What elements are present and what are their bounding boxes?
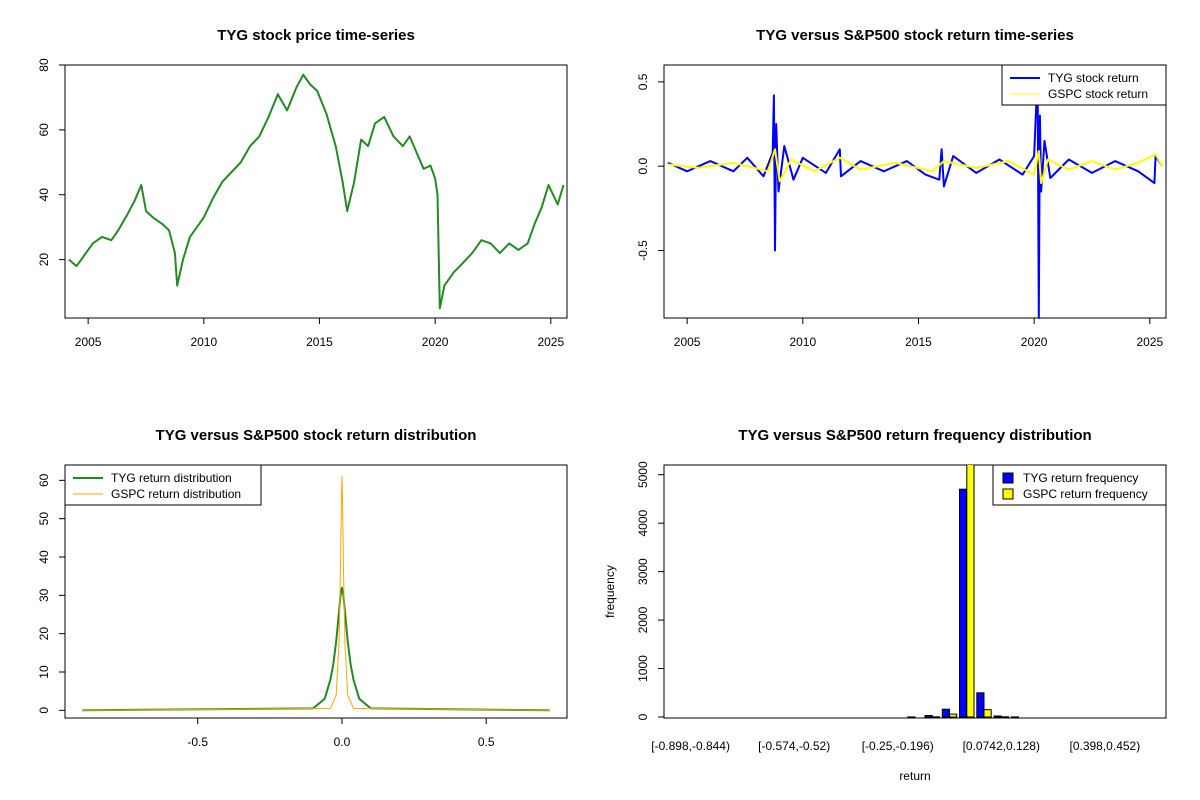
returns-plot-frame	[663, 64, 1167, 319]
density-x-tick-label: -0.5	[187, 735, 208, 749]
price-y-tick-label: 80	[37, 58, 51, 72]
returns-x-tick-label: 2025	[1136, 335, 1163, 349]
tyg-density-line	[82, 586, 550, 712]
price-plot-frame	[64, 64, 568, 319]
tyg-frequency-bar	[976, 692, 985, 718]
density-y-tick-label: 30	[37, 588, 51, 602]
density-x-tick-label: 0.0	[334, 735, 351, 749]
frequency-y-tick-label: 0	[636, 713, 650, 720]
gspc-density-line	[82, 476, 550, 711]
returns-y-tick-label: -0.5	[636, 240, 650, 261]
returns-legend-label: TYG stock return	[1048, 71, 1139, 85]
density-y-tick-label: 20	[37, 627, 51, 641]
price-x-tick-label: 2025	[537, 335, 564, 349]
frequency-x-category-label: [0.0742,0.128)	[963, 739, 1040, 753]
density-plot-frame	[64, 464, 568, 719]
frequency-x-category-label: [0.398,0.452)	[1069, 739, 1140, 753]
frequency-y-axis-title: frequency	[603, 565, 617, 618]
tyg-frequency-bar	[959, 488, 968, 718]
frequency-plot-frame	[663, 464, 1167, 719]
gspc-return-line	[667, 148, 1164, 185]
returns-chart: TYG versus S&P500 stock return time-seri…	[636, 27, 1167, 349]
density-y-tick-label: 50	[37, 512, 51, 526]
frequency-chart-title: TYG versus S&P500 return frequency distr…	[738, 427, 1091, 444]
density-legend-label: GSPC return distribution	[111, 487, 241, 501]
frequency-y-tick-label: 4000	[636, 509, 650, 536]
frequency-y-tick-label: 1000	[636, 655, 650, 682]
frequency-legend-label: TYG return frequency	[1023, 471, 1138, 485]
density-y-tick-label: 10	[37, 665, 51, 679]
price-chart-title: TYG stock price time-series	[217, 27, 415, 44]
returns-x-tick-label: 2015	[905, 335, 932, 349]
density-legend-box	[64, 464, 262, 506]
frequency-x-axis-title: return	[899, 769, 930, 783]
price-chart: TYG stock price time-series 2005 2010 2015 2…	[37, 27, 568, 349]
tyg-price-line	[68, 73, 565, 310]
density-x-tick-label: 0.5	[478, 735, 495, 749]
density-y-tick-label: 0	[37, 707, 51, 714]
frequency-y-tick-label: 3000	[636, 558, 650, 585]
price-y-tick-label: 60	[37, 123, 51, 137]
density-y-tick-label: 40	[37, 550, 51, 564]
price-y-tick-label: 20	[37, 253, 51, 267]
returns-y-tick-label: 0.0	[636, 158, 650, 175]
density-y-tick-label: 60	[37, 473, 51, 487]
tyg-frequency-bar	[993, 715, 1002, 718]
density-chart-title: TYG versus S&P500 stock return distribut…	[156, 427, 477, 444]
returns-x-tick-label: 2005	[674, 335, 701, 349]
price-x-tick-label: 2020	[422, 335, 449, 349]
returns-x-tick-label: 2010	[789, 335, 816, 349]
price-x-tick-label: 2010	[190, 335, 217, 349]
frequency-legend-swatch	[1002, 488, 1014, 500]
frequency-x-category-label: [-0.898,-0.844)	[651, 739, 730, 753]
returns-y-tick-label: 0.5	[636, 73, 650, 90]
tyg-return-line	[667, 72, 1164, 319]
returns-chart-title: TYG versus S&P500 stock return time-seri…	[756, 27, 1074, 44]
frequency-x-category-label: [-0.25,-0.196)	[862, 739, 934, 753]
gspc-frequency-bar	[949, 713, 958, 718]
price-x-tick-label: 2015	[306, 335, 333, 349]
frequency-legend-box	[992, 464, 1167, 506]
tyg-frequency-bar	[924, 715, 933, 718]
frequency-x-category-label: [-0.574,-0.52)	[758, 739, 830, 753]
price-y-tick-label: 40	[37, 188, 51, 202]
frequency-legend-swatch	[1002, 472, 1014, 484]
tyg-frequency-bar	[941, 708, 950, 718]
gspc-frequency-bar	[966, 465, 975, 718]
returns-legend-label: GSPC stock return	[1048, 87, 1148, 101]
price-x-tick-label: 2005	[75, 335, 102, 349]
returns-x-tick-label: 2020	[1021, 335, 1048, 349]
frequency-chart: TYG versus S&P500 return frequency distr…	[603, 427, 1167, 783]
returns-legend-box	[1001, 64, 1167, 106]
frequency-y-tick-label: 5000	[636, 461, 650, 488]
frequency-y-tick-label: 2000	[636, 606, 650, 633]
frequency-bars	[907, 465, 1019, 718]
gspc-frequency-bar	[983, 709, 992, 718]
density-chart: TYG versus S&P500 stock return distribut…	[37, 427, 568, 749]
frequency-legend-label: GSPC return frequency	[1023, 487, 1148, 501]
density-legend-label: TYG return distribution	[111, 471, 232, 485]
